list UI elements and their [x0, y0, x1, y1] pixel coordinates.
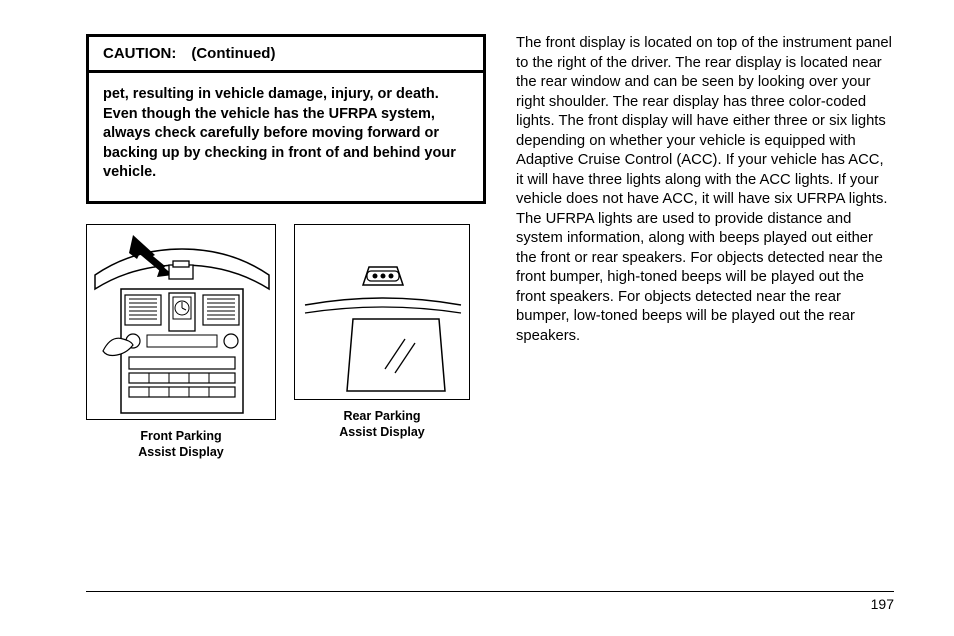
- rear-parking-illustration: [294, 224, 470, 400]
- page-footer: 197: [86, 591, 894, 612]
- caution-header: CAUTION: (Continued): [89, 37, 483, 73]
- body-paragraph: The front display is located on top of t…: [516, 34, 894, 347]
- front-parking-figure: Front Parking Assist Display: [86, 224, 276, 461]
- dashboard-icon: [93, 231, 271, 415]
- rear-figure-caption: Rear Parking Assist Display: [339, 408, 424, 441]
- caution-body: pet, resulting in vehicle damage, injury…: [89, 73, 483, 201]
- caption-line: Assist Display: [339, 425, 424, 439]
- page-number: 197: [871, 596, 894, 612]
- caption-line: Rear Parking: [343, 409, 420, 423]
- caption-line: Assist Display: [138, 445, 223, 459]
- caption-line: Front Parking: [140, 429, 221, 443]
- rear-parking-figure: Rear Parking Assist Display: [294, 224, 470, 461]
- caution-box: CAUTION: (Continued) pet, resulting in v…: [86, 34, 486, 204]
- front-parking-illustration: [86, 224, 276, 420]
- right-column: The front display is located on top of t…: [516, 34, 894, 460]
- figure-row: Front Parking Assist Display: [86, 224, 486, 461]
- front-figure-caption: Front Parking Assist Display: [138, 428, 223, 461]
- left-column: CAUTION: (Continued) pet, resulting in v…: [86, 34, 486, 460]
- manual-page: CAUTION: (Continued) pet, resulting in v…: [0, 0, 954, 460]
- rear-window-icon: [301, 231, 465, 395]
